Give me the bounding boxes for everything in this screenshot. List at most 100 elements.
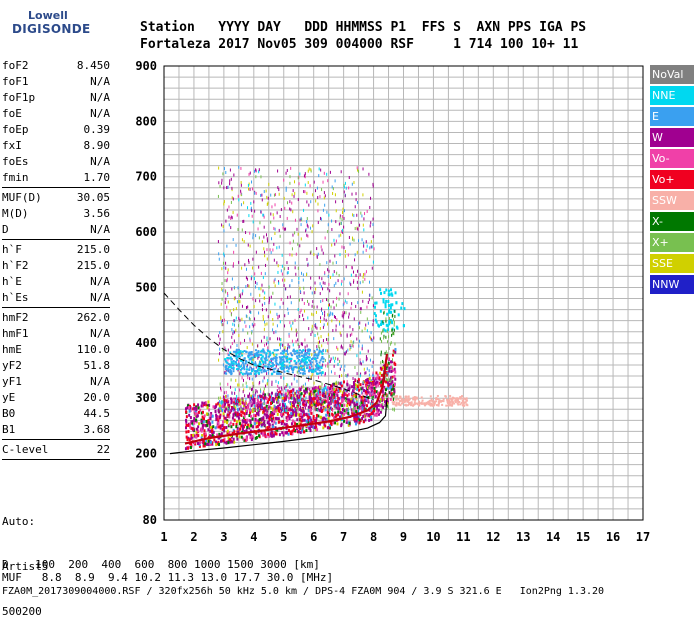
echo-point [352, 328, 354, 332]
param-label: h`Es [2, 291, 29, 304]
echo-point [335, 388, 338, 392]
echo-point [252, 384, 254, 388]
echo-point [288, 393, 291, 397]
echo-point [331, 412, 334, 416]
echo-point [225, 297, 227, 301]
echo-point [237, 194, 239, 198]
echo-point [251, 377, 253, 381]
echo-point [197, 403, 200, 407]
echo-point [362, 167, 364, 171]
echo-point [239, 365, 242, 368]
echo-point [290, 208, 292, 212]
echo-point [232, 363, 235, 366]
echo-point [318, 408, 320, 412]
echo-point [197, 434, 200, 438]
echo-point [256, 424, 259, 428]
echo-point [416, 403, 419, 406]
echo-point [304, 183, 306, 187]
echo-point [391, 333, 393, 337]
legend-item-w: W [650, 128, 694, 147]
echo-point [247, 284, 249, 288]
echo-point [253, 305, 255, 309]
echo-point [249, 421, 252, 425]
echo-point [254, 349, 257, 352]
panel-separator [2, 187, 110, 188]
echo-point [238, 401, 241, 405]
echo-point [430, 402, 433, 405]
echo-point [360, 399, 363, 403]
echo-point [265, 353, 268, 356]
echo-point [357, 378, 360, 382]
echo-point [219, 396, 221, 400]
echo-point [388, 366, 391, 370]
echo-point [369, 358, 371, 362]
echo-point [250, 423, 253, 427]
echo-point [283, 399, 286, 403]
echo-point [321, 393, 324, 397]
echo-point [353, 214, 355, 218]
echo-point [324, 281, 326, 285]
echo-point [379, 398, 382, 402]
echo-point [297, 354, 300, 357]
echo-point [234, 408, 236, 412]
echo-point [343, 246, 345, 250]
echo-point [322, 208, 324, 212]
echo-point [272, 408, 275, 412]
echo-point [296, 331, 298, 335]
echo-point [329, 170, 331, 174]
echo-point [337, 357, 339, 361]
echo-point [323, 196, 325, 200]
echo-point [229, 368, 232, 371]
echo-point [245, 381, 247, 385]
echo-point [381, 404, 384, 408]
echo-point [234, 330, 236, 334]
echo-point [297, 407, 300, 411]
echo-point [320, 335, 322, 339]
echo-point [303, 317, 305, 321]
echo-point [190, 442, 193, 446]
echo-point [251, 331, 253, 335]
echo-point [349, 242, 351, 246]
echo-point [243, 429, 246, 433]
echo-point [266, 257, 268, 261]
echo-point [242, 328, 244, 332]
echo-point [245, 412, 248, 416]
echo-point [228, 215, 230, 219]
echo-point [222, 426, 225, 430]
echo-point [379, 288, 382, 292]
echo-point [442, 398, 445, 401]
echo-point [276, 261, 278, 265]
echo-point [345, 350, 347, 354]
echo-point [338, 415, 341, 419]
echo-point [270, 359, 272, 363]
echo-point [248, 182, 250, 186]
echo-point [394, 347, 397, 351]
echo-point [313, 354, 316, 357]
echo-point [311, 353, 313, 357]
echo-point [262, 392, 265, 396]
echo-point [348, 400, 350, 404]
echo-point [231, 416, 234, 420]
echo-point [279, 305, 281, 309]
echo-point [303, 359, 306, 362]
param-row: yF1 N/A [2, 374, 110, 390]
echo-point [242, 383, 244, 387]
echo-point [238, 165, 240, 169]
echo-point [459, 396, 462, 399]
echo-point [321, 371, 324, 374]
echo-point [390, 320, 392, 324]
echo-point [378, 324, 381, 328]
echo-point [350, 273, 352, 277]
echo-point [343, 216, 345, 220]
echo-point [333, 383, 335, 387]
param-value: 30.05 [76, 191, 110, 204]
echo-point [274, 367, 277, 370]
echo-point [227, 348, 229, 352]
echo-point [218, 432, 221, 436]
echo-point [207, 428, 210, 432]
echo-point [233, 405, 235, 409]
echo-point [329, 259, 331, 263]
echo-point [276, 337, 278, 341]
echo-point [235, 328, 237, 332]
echo-point [209, 429, 212, 433]
